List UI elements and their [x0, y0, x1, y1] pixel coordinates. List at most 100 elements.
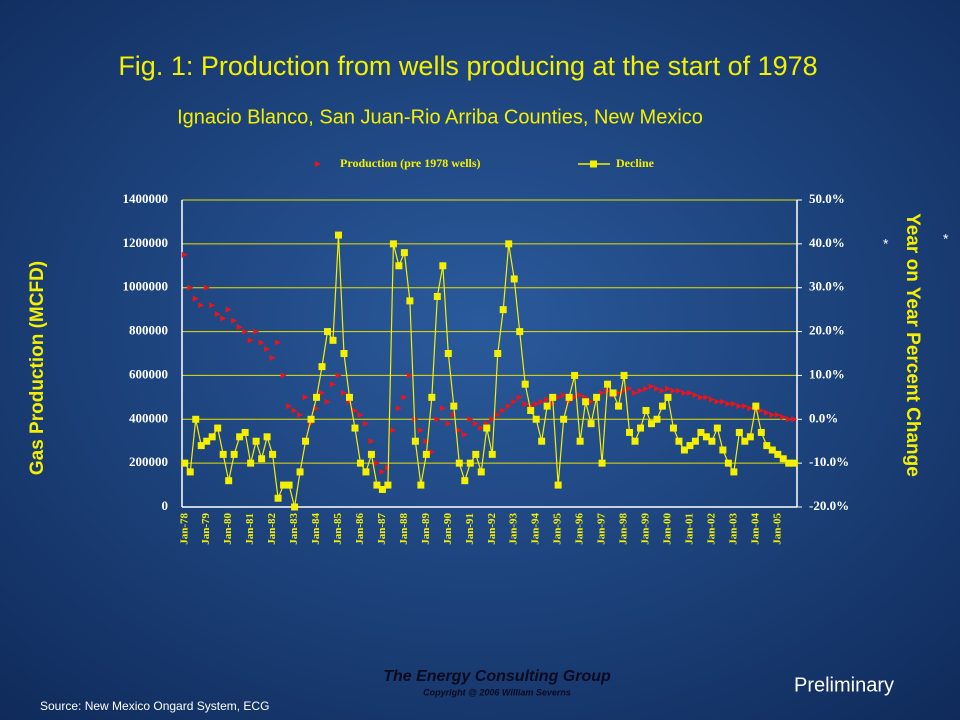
decline-marker — [582, 398, 590, 406]
production-point — [258, 339, 265, 346]
production-point — [533, 400, 540, 407]
copyright: Copyright @ 2006 William Severns — [423, 687, 571, 697]
x-tick-label: Jan-78 — [178, 513, 190, 545]
production-point — [423, 438, 430, 445]
decline-marker — [505, 240, 513, 248]
production-point — [522, 400, 529, 407]
decline-marker — [538, 437, 546, 445]
decline-marker — [186, 468, 194, 476]
production-point — [758, 407, 765, 414]
x-tick-label: Jan-99 — [640, 513, 652, 545]
production-point — [538, 398, 545, 405]
x-tick-label: Jan-87 — [376, 513, 388, 545]
production-point — [286, 403, 293, 410]
decline-marker — [433, 292, 441, 300]
production-point — [362, 420, 369, 427]
decline-marker — [345, 393, 353, 401]
decline-marker — [741, 437, 749, 445]
x-tick-label: Jan-92 — [486, 513, 498, 545]
decline-marker — [455, 459, 463, 467]
production-point — [626, 385, 633, 392]
production-point — [571, 394, 578, 401]
decline-marker — [450, 402, 458, 410]
decline-marker — [757, 428, 765, 436]
decline-marker — [252, 437, 260, 445]
decline-marker — [587, 420, 595, 428]
decline-marker — [642, 407, 650, 415]
decline-marker — [483, 424, 491, 432]
decline-marker — [779, 455, 787, 463]
production-point — [181, 251, 188, 258]
decline-marker — [565, 393, 573, 401]
decline-marker — [466, 459, 474, 467]
annotation: * — [883, 236, 889, 252]
decline-marker — [510, 275, 518, 283]
production-point — [379, 468, 386, 475]
production-point — [330, 381, 337, 388]
x-tick-label: Jan-98 — [618, 513, 630, 545]
decline-marker — [395, 262, 403, 270]
y2-tick-label: 10.0% — [809, 366, 845, 381]
production-point — [247, 337, 254, 344]
decline-marker — [389, 240, 397, 248]
x-tick-label: Jan-03 — [727, 513, 739, 545]
source: Source: New Mexico Ongard System, ECG — [40, 699, 269, 713]
legend-marker — [590, 160, 597, 168]
decline-marker — [768, 446, 776, 454]
production-point — [456, 427, 463, 434]
decline-marker — [785, 459, 793, 467]
decline-marker — [477, 468, 485, 476]
decline-marker — [411, 437, 419, 445]
production-point — [659, 387, 666, 394]
status: Preliminary — [794, 674, 894, 696]
decline-marker — [296, 468, 304, 476]
x-tick-label: Jan-86 — [354, 513, 366, 545]
decline-marker — [620, 371, 628, 379]
decline-marker — [324, 328, 332, 336]
decline-marker — [686, 442, 694, 450]
production-point — [209, 302, 216, 309]
production-point — [428, 449, 435, 456]
x-tick-label: Jan-90 — [442, 513, 454, 545]
decline-marker — [516, 328, 524, 336]
decline-marker — [598, 459, 606, 467]
decline-marker — [247, 459, 255, 467]
y-tick-label: 1200000 — [123, 235, 169, 250]
production-point — [769, 411, 776, 418]
production-point — [560, 392, 567, 399]
production-point — [681, 389, 688, 396]
decline-marker — [214, 424, 222, 432]
x-tick-label: Jan-88 — [398, 513, 410, 545]
production-point — [489, 416, 496, 423]
production-point — [505, 403, 512, 410]
y-tick-label: 0 — [162, 498, 169, 513]
production-point — [467, 416, 474, 423]
decline-marker — [494, 350, 502, 357]
production-point — [434, 416, 441, 423]
production-point — [648, 383, 655, 390]
decline-marker — [664, 393, 672, 401]
production-point — [417, 427, 424, 434]
x-tick-label: Jan-93 — [508, 513, 520, 545]
decline-marker — [192, 415, 200, 423]
production-point — [450, 411, 457, 418]
y-tick-label: 600000 — [129, 366, 168, 381]
decline-marker — [334, 231, 342, 239]
production-point — [642, 385, 649, 392]
decline-marker — [225, 477, 233, 485]
y-tick-label: 1000000 — [123, 279, 169, 294]
production-point — [214, 311, 221, 318]
decline-marker — [604, 380, 612, 388]
y2-tick-label: 30.0% — [809, 279, 845, 294]
decline-marker — [263, 433, 271, 441]
production-point — [494, 411, 501, 418]
decline-marker — [373, 481, 381, 489]
decline-marker — [378, 485, 386, 493]
production-point — [406, 372, 413, 379]
y2-tick-label: 50.0% — [809, 191, 845, 206]
production-point — [785, 416, 792, 423]
production-point — [516, 394, 523, 401]
decline-marker — [241, 428, 249, 436]
